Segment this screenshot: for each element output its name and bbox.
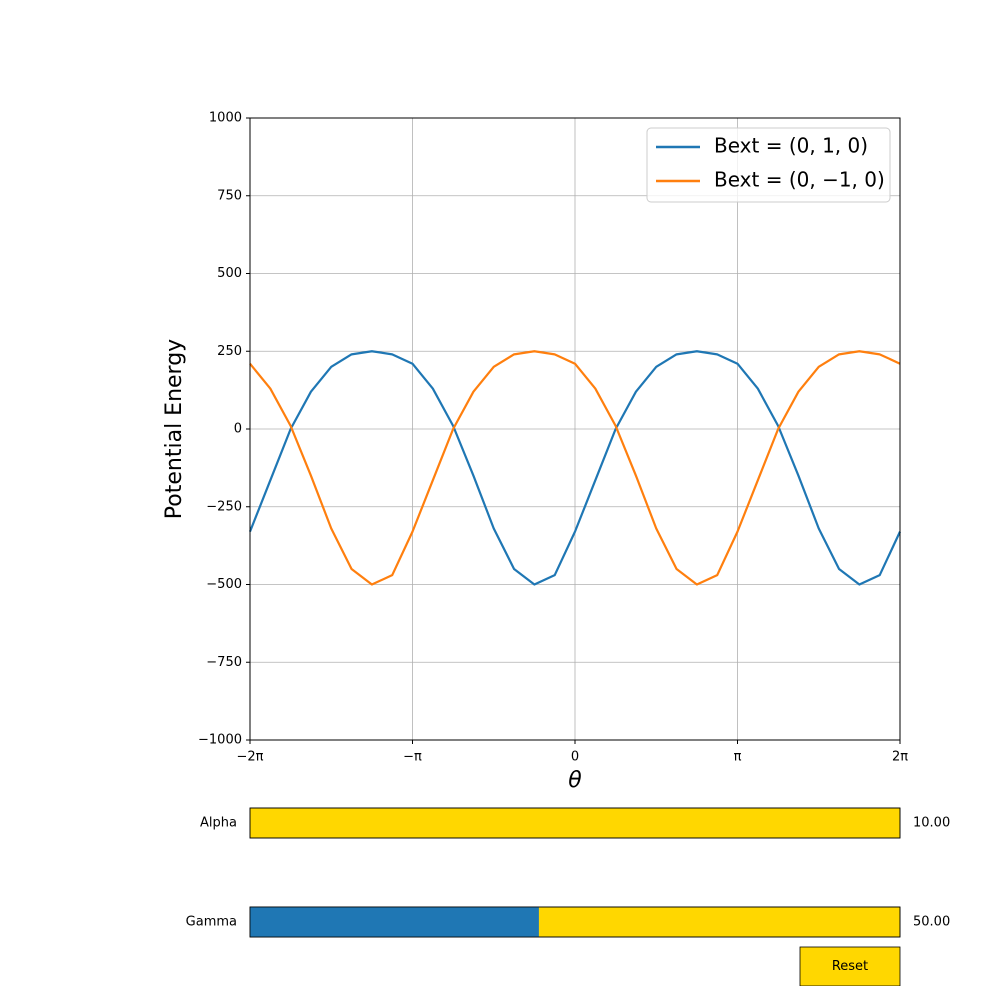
y-axis-label: Potential Energy — [162, 339, 187, 519]
x-tick-label: 2π — [892, 750, 908, 765]
series-line — [248, 350, 901, 586]
reset-button-label[interactable]: Reset — [832, 959, 868, 974]
reset-button[interactable] — [799, 946, 901, 986]
slider-outline — [249, 906, 901, 938]
y-tick-label: 750 — [217, 188, 242, 203]
x-tick-label: −π — [403, 750, 422, 765]
legend-label: Bext = (0, 1, 0) — [714, 134, 868, 158]
y-tick-label: 1000 — [209, 111, 242, 126]
series-line — [249, 350, 901, 586]
x-tick-label: 0 — [571, 750, 579, 765]
legend-box — [646, 127, 891, 203]
x-tick-label: π — [734, 750, 742, 765]
y-tick-label: −750 — [206, 655, 242, 670]
slider-track[interactable] — [249, 807, 901, 839]
y-tick-label: −1000 — [198, 733, 242, 748]
y-tick-label: −250 — [206, 499, 242, 514]
x-axis-label: θ — [568, 768, 582, 793]
y-tick-label: 0 — [234, 422, 242, 437]
slider-value: 50.00 — [913, 915, 950, 930]
legend-label: Bext = (0, −1, 0) — [714, 168, 885, 192]
slider-label: Gamma — [186, 915, 237, 930]
slider-fill — [250, 907, 539, 937]
y-tick-label: 250 — [217, 344, 242, 359]
y-tick-label: 500 — [217, 266, 242, 281]
slider-value: 10.00 — [913, 816, 950, 831]
slider-outline — [249, 807, 901, 839]
x-tick-label: −2π — [237, 750, 264, 765]
y-tick-label: −500 — [206, 577, 242, 592]
axes-frame — [249, 117, 901, 741]
slider-label: Alpha — [200, 816, 237, 831]
